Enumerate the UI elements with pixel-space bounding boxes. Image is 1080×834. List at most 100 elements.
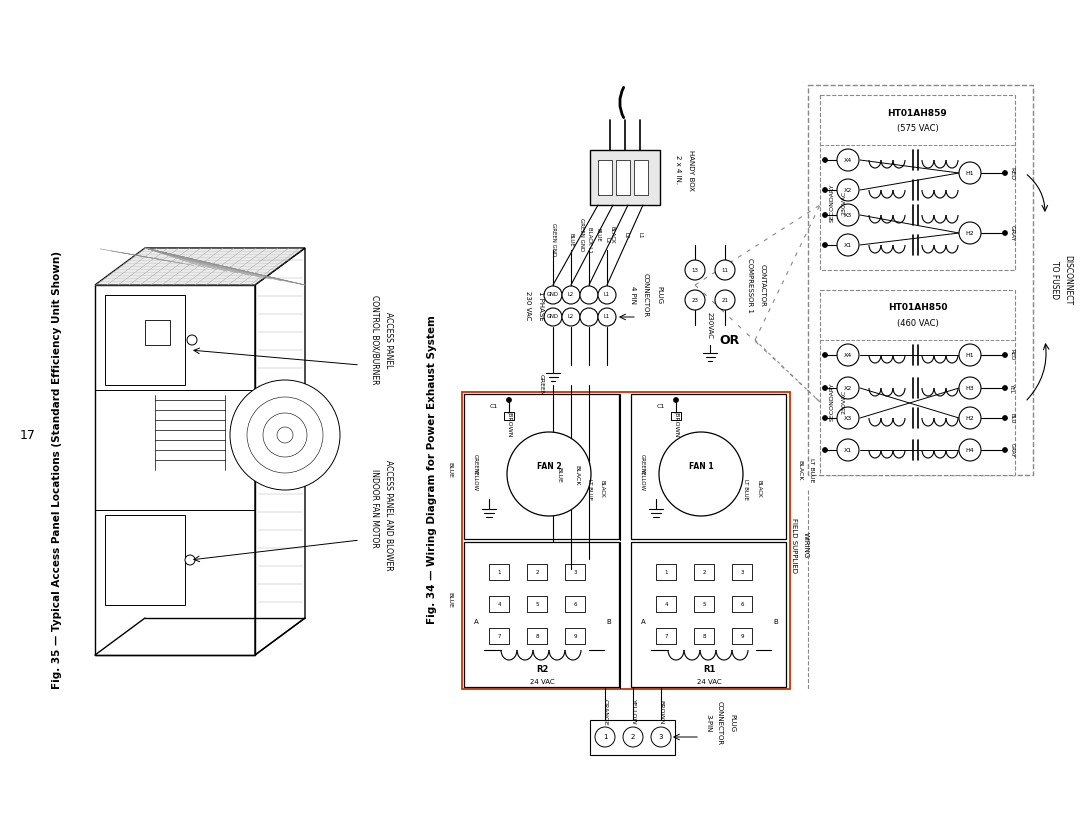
Text: 4 PIN: 4 PIN — [630, 286, 636, 304]
Circle shape — [651, 727, 671, 747]
Circle shape — [715, 260, 735, 280]
Text: 23: 23 — [691, 298, 699, 303]
Text: 3: 3 — [740, 570, 744, 575]
Text: BLACK: BLACK — [797, 460, 802, 480]
Circle shape — [959, 407, 981, 429]
Text: L2: L2 — [605, 237, 609, 244]
Text: BLUE: BLUE — [595, 229, 600, 242]
Text: Fig. 35 — Typical Access Panel Locations (Standard Efficiency Unit Shown): Fig. 35 — Typical Access Panel Locations… — [52, 251, 62, 689]
Bar — [598, 160, 612, 195]
Text: 6: 6 — [740, 601, 744, 606]
Text: BROWN: BROWN — [659, 700, 663, 724]
Text: 1: 1 — [664, 570, 667, 575]
Text: LT BLUE: LT BLUE — [810, 458, 814, 482]
Circle shape — [580, 286, 598, 304]
Text: X4: X4 — [843, 158, 852, 163]
Text: L2: L2 — [623, 232, 629, 239]
Text: COMPRESSOR 1: COMPRESSOR 1 — [747, 258, 753, 313]
Bar — [464, 542, 619, 687]
Circle shape — [959, 162, 981, 184]
Circle shape — [823, 243, 827, 248]
Text: YEL: YEL — [1010, 383, 1014, 393]
Text: (575 VAC): (575 VAC) — [896, 123, 939, 133]
Bar — [105, 295, 185, 385]
Text: GND: GND — [548, 314, 559, 319]
Text: L1: L1 — [604, 293, 610, 298]
Text: 3: 3 — [659, 734, 663, 740]
Text: GREEN/: GREEN/ — [640, 454, 646, 475]
Text: LT BLUE: LT BLUE — [743, 479, 748, 500]
Text: GRAY: GRAY — [1010, 224, 1014, 241]
Circle shape — [1002, 385, 1008, 390]
Text: 2: 2 — [536, 570, 539, 575]
Text: CONTROL BOX/BURNER: CONTROL BOX/BURNER — [370, 295, 379, 384]
Text: LT BLUE: LT BLUE — [586, 479, 592, 500]
Text: BLACK: BLACK — [575, 465, 580, 485]
Text: H1: H1 — [966, 353, 974, 358]
Text: 5: 5 — [536, 601, 539, 606]
Text: CONNECTOR: CONNECTOR — [643, 273, 649, 317]
Circle shape — [959, 439, 981, 461]
Circle shape — [187, 335, 197, 345]
Text: GREEN: GREEN — [539, 374, 543, 396]
Bar — [634, 160, 648, 195]
Text: R1: R1 — [703, 666, 715, 675]
Circle shape — [1002, 415, 1008, 420]
Text: X2: X2 — [843, 188, 852, 193]
Text: ACCESS PANEL AND BLOWER: ACCESS PANEL AND BLOWER — [383, 460, 392, 570]
Text: C1: C1 — [490, 404, 498, 409]
Text: B: B — [773, 619, 779, 625]
Bar — [565, 564, 585, 580]
Circle shape — [623, 727, 643, 747]
Circle shape — [1002, 353, 1008, 358]
Text: RED: RED — [1010, 349, 1014, 360]
Text: 230VAC: 230VAC — [841, 191, 847, 215]
Text: |BROWN: |BROWN — [507, 411, 512, 437]
Text: TO FUSED: TO FUSED — [1051, 261, 1059, 299]
Bar — [527, 596, 546, 612]
Text: 21: 21 — [721, 298, 729, 303]
Circle shape — [837, 149, 859, 171]
Bar — [694, 628, 714, 644]
Text: BLACK: BLACK — [609, 226, 615, 244]
Text: BLUE: BLUE — [447, 592, 453, 608]
Circle shape — [1002, 448, 1008, 453]
Circle shape — [823, 188, 827, 193]
Bar — [808, 85, 1032, 475]
Text: X3: X3 — [843, 213, 852, 218]
Circle shape — [823, 448, 827, 453]
Bar — [694, 564, 714, 580]
Bar — [590, 720, 675, 755]
Circle shape — [837, 377, 859, 399]
Text: DISCONNECT: DISCONNECT — [1064, 255, 1072, 305]
Circle shape — [185, 555, 195, 565]
Text: BLUE: BLUE — [556, 467, 562, 483]
Text: SECONDARY: SECONDARY — [829, 383, 835, 421]
Circle shape — [659, 432, 743, 516]
Text: WIRING: WIRING — [804, 532, 809, 558]
Text: |BROWN: |BROWN — [673, 411, 678, 437]
Bar — [656, 628, 676, 644]
Circle shape — [580, 308, 598, 326]
Circle shape — [544, 308, 562, 326]
Circle shape — [230, 380, 340, 490]
Text: 24 VAC: 24 VAC — [697, 679, 721, 685]
Text: X4: X4 — [843, 353, 852, 358]
Text: X1: X1 — [843, 243, 852, 248]
Text: 2: 2 — [631, 734, 635, 740]
Bar — [671, 412, 681, 420]
Circle shape — [823, 385, 827, 390]
Text: FAN 1: FAN 1 — [689, 461, 713, 470]
Bar — [732, 628, 752, 644]
Bar — [631, 394, 786, 539]
Bar — [656, 564, 676, 580]
Circle shape — [823, 415, 827, 420]
Text: C1: C1 — [657, 404, 665, 409]
Bar — [504, 412, 514, 420]
Text: 6: 6 — [573, 601, 577, 606]
Circle shape — [1002, 230, 1008, 235]
Circle shape — [685, 260, 705, 280]
Text: 2 x 4 IN.: 2 x 4 IN. — [675, 155, 681, 184]
Circle shape — [823, 158, 827, 163]
Bar — [820, 290, 1015, 475]
